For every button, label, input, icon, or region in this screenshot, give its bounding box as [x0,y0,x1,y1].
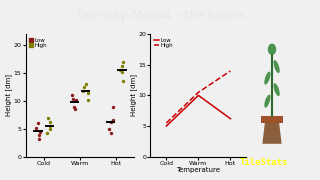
Point [47,125,52,127]
Low [196,94,200,96]
Ellipse shape [264,95,270,108]
Point [33,126,38,129]
Point [73,108,78,111]
Point [108,132,113,135]
Y-axis label: Height [dm]: Height [dm] [5,74,12,116]
Point [118,69,123,72]
Legend: Low, High: Low, High [28,37,48,49]
X-axis label: Temperature: Temperature [176,167,220,173]
Text: TileStats: TileStats [240,158,288,167]
Point [85,91,91,94]
Point [35,122,40,125]
Point [46,116,51,119]
Line: High: High [166,71,230,123]
Ellipse shape [274,83,280,96]
Point [110,105,115,108]
Point [83,83,88,86]
Bar [261,116,283,123]
Ellipse shape [264,72,270,85]
Y-axis label: Height [dm]: Height [dm] [130,74,137,116]
Point [37,134,42,137]
Point [121,80,126,83]
Text: Two-way ANOVA – the basics: Two-way ANOVA – the basics [76,9,244,22]
High [164,122,168,124]
Point [45,132,50,135]
Point [120,61,125,64]
Point [38,130,43,133]
Point [107,127,112,130]
Point [108,121,114,123]
Point [119,71,124,73]
Point [71,105,76,108]
Point [36,137,42,140]
Point [110,119,115,122]
Point [81,89,86,92]
Line: Low: Low [166,95,230,126]
Low [228,118,232,120]
High [228,70,232,72]
Point [47,121,52,123]
High [196,91,200,93]
Point [82,86,87,89]
Point [85,98,91,101]
Point [69,94,75,97]
Polygon shape [262,121,282,144]
Ellipse shape [268,44,276,55]
Point [47,127,52,130]
Point [73,98,78,101]
Ellipse shape [274,60,280,73]
Point [71,98,76,101]
Legend: Low, High: Low, High [153,37,174,49]
Point [120,65,125,68]
Low [164,125,168,127]
